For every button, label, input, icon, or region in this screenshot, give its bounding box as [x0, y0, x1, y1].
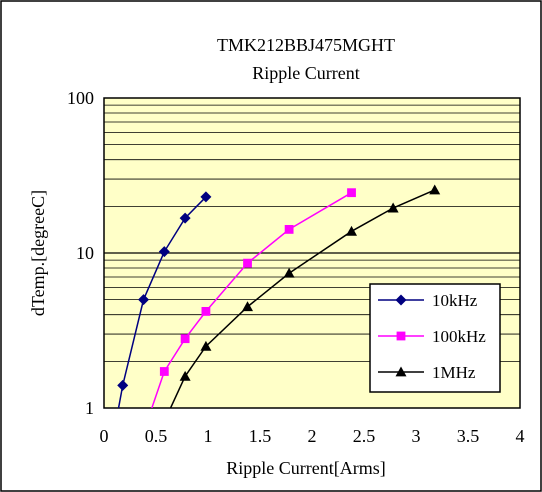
data-point-diamond	[179, 212, 191, 224]
legend-label: 100kHz	[432, 327, 486, 346]
x-tick-label: 4	[516, 426, 525, 446]
data-point-square	[284, 224, 294, 234]
x-axis-label: Ripple Current[Arms]	[226, 458, 385, 478]
x-tick-labels: 0 0.5 1 1.5 2 2.5 3 3.5 4	[100, 426, 525, 446]
data-point-diamond	[200, 191, 212, 203]
y-tick-labels: 1 10 100	[67, 88, 94, 418]
chart-title: TMK212BBJ475MGHT	[217, 35, 395, 55]
x-tick-label: 1.5	[249, 426, 272, 446]
plot-border	[103, 97, 521, 409]
chart-subtitle: Ripple Current	[252, 63, 359, 83]
data-point-triangle	[283, 267, 295, 278]
x-tick-label: 0	[100, 426, 109, 446]
data-point-triangle	[395, 366, 407, 377]
data-point-triangle	[242, 301, 254, 312]
y-tick-label: 1	[85, 398, 94, 418]
data-point-square	[180, 334, 190, 344]
y-tick-label: 100	[67, 88, 94, 108]
x-tick-label: 2.5	[353, 426, 376, 446]
data-point-diamond	[395, 294, 407, 306]
data-point-square	[201, 306, 211, 316]
data-markers	[117, 184, 441, 391]
data-point-square	[396, 331, 406, 341]
series-line	[163, 192, 352, 372]
data-point-diamond	[138, 294, 150, 306]
data-point-square	[347, 188, 356, 198]
series-lead-in-line	[169, 376, 186, 408]
series-lead-in-line	[151, 371, 166, 408]
legend-label: 10kHz	[432, 291, 478, 310]
data-point-triangle	[429, 184, 441, 195]
data-point-triangle	[200, 340, 212, 351]
data-point-square	[159, 367, 169, 376]
data-point-diamond	[117, 379, 129, 391]
legend-label: 1MHz	[432, 363, 476, 382]
y-tick-label: 10	[76, 243, 94, 263]
x-tick-label: 3	[412, 426, 421, 446]
x-tick-label: 3.5	[457, 426, 480, 446]
x-tick-label: 1	[204, 426, 213, 446]
data-point-triangle	[346, 225, 358, 236]
data-point-diamond	[158, 246, 170, 258]
data-point-square	[243, 258, 252, 268]
data-point-triangle	[179, 370, 191, 381]
legend: 10kHz 100kHz 1MHz	[369, 283, 501, 393]
x-tick-label: 0.5	[145, 426, 168, 446]
data-point-triangle	[387, 202, 399, 213]
legend-box	[369, 283, 501, 393]
x-tick-label: 2	[308, 426, 317, 446]
y-axis-label: dTemp.[degreeC]	[28, 190, 48, 316]
